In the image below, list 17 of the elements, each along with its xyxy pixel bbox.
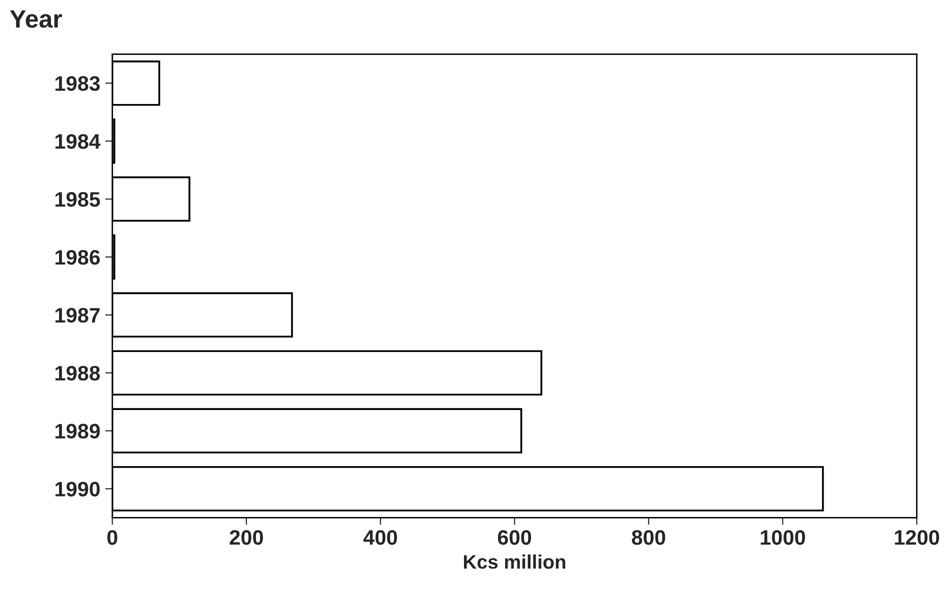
y-tick-label: 1986 bbox=[56, 250, 100, 265]
x-tick-label: 800 bbox=[632, 530, 666, 545]
y-tick-label: 1988 bbox=[56, 366, 100, 381]
y-tick-label: 1983 bbox=[56, 76, 100, 91]
y-axis-title: Year bbox=[10, 10, 62, 28]
x-tick-label: 1000 bbox=[760, 530, 806, 545]
x-tick-label: 0 bbox=[107, 530, 118, 545]
y-tick-label: 1985 bbox=[56, 192, 100, 207]
y-tick-label: 1987 bbox=[56, 308, 100, 323]
x-tick-label: 400 bbox=[363, 530, 398, 545]
y-tick-label: 1984 bbox=[56, 134, 100, 149]
y-tick-label: 1990 bbox=[56, 482, 100, 497]
x-axis-title: Kcs million bbox=[464, 554, 566, 569]
x-tick-label: 200 bbox=[230, 530, 263, 545]
y-tick-label: 1989 bbox=[56, 424, 100, 439]
x-tick-label: 1200 bbox=[894, 530, 940, 545]
x-tick-label: 600 bbox=[498, 530, 532, 545]
